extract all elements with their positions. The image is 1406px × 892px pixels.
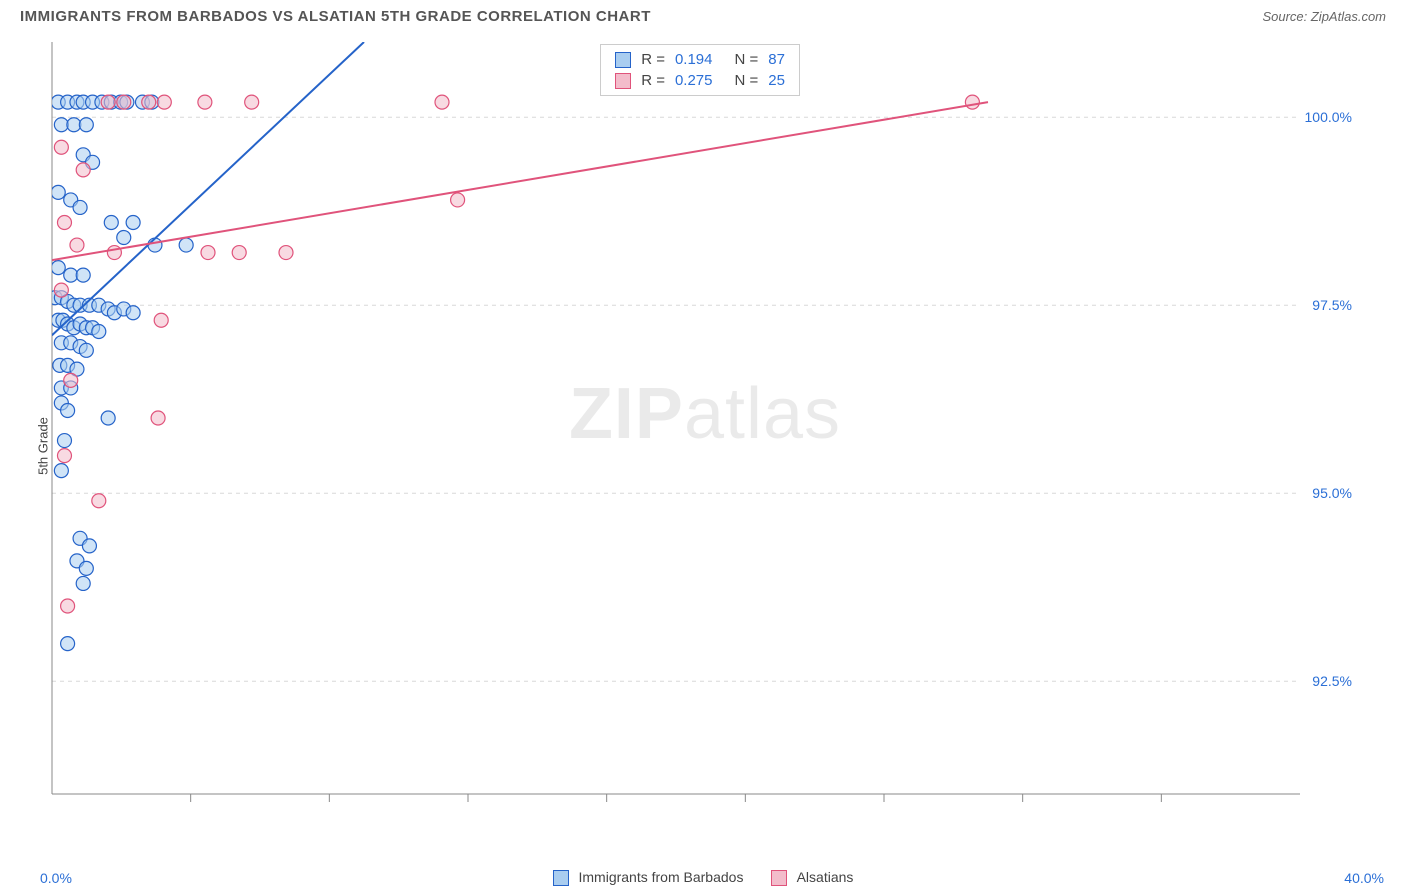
scatter-plot: 92.5% 95.0% 97.5% 100.0% xyxy=(50,40,1360,820)
legend-label-alsatians: Alsatians xyxy=(797,869,854,885)
legend-stat-row: R =0.194N =87 xyxy=(601,49,799,70)
chart-plot-area: 92.5%95.0%97.5%100.0% ZIPatlas R =0.194N… xyxy=(50,40,1360,820)
legend-swatch xyxy=(615,52,631,68)
chart-header: IMMIGRANTS FROM BARBADOS VS ALSATIAN 5TH… xyxy=(0,0,1406,29)
legend-stat-row: R =0.275N =25 xyxy=(601,70,799,91)
legend-item-barbados: Immigrants from Barbados xyxy=(553,869,744,886)
y-axis-label: 5th Grade xyxy=(35,417,50,475)
source-label: Source: ZipAtlas.com xyxy=(1262,9,1386,24)
footer-legend: Immigrants from Barbados Alsatians xyxy=(0,869,1406,886)
svg-text:95.0%: 95.0% xyxy=(1312,485,1352,501)
x-axis-min-label: 0.0% xyxy=(40,870,72,886)
legend-swatch-barbados xyxy=(553,870,569,886)
legend-item-alsatians: Alsatians xyxy=(771,869,853,886)
legend-swatch-alsatians xyxy=(771,870,787,886)
legend-label-barbados: Immigrants from Barbados xyxy=(579,869,744,885)
svg-text:100.0%: 100.0% xyxy=(1305,109,1352,125)
x-axis-max-label: 40.0% xyxy=(1344,870,1384,886)
chart-title: IMMIGRANTS FROM BARBADOS VS ALSATIAN 5TH… xyxy=(20,8,651,25)
legend-swatch xyxy=(615,73,631,89)
correlation-legend: R =0.194N =87R =0.275N =25 xyxy=(600,44,800,96)
svg-text:92.5%: 92.5% xyxy=(1312,673,1352,689)
svg-text:97.5%: 97.5% xyxy=(1312,297,1352,313)
